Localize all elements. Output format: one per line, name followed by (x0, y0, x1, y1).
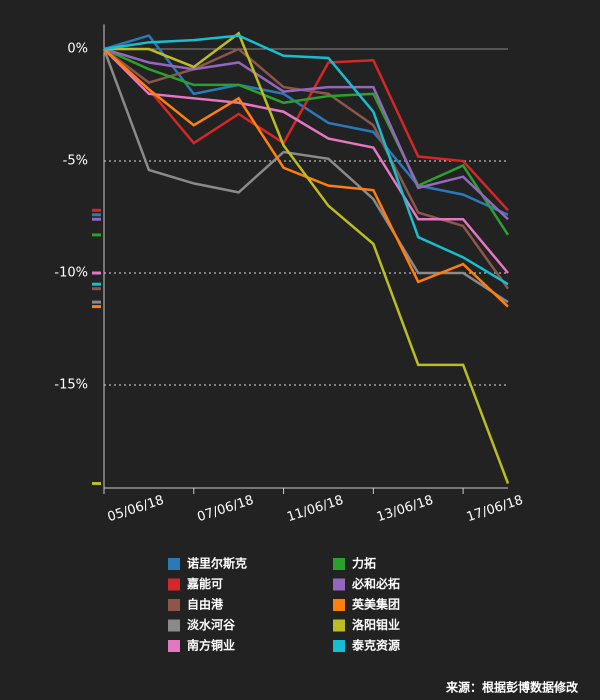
legend-swatch (333, 578, 345, 591)
legend-label: 泰克资源 (351, 638, 400, 653)
legend-label: 南方铜业 (187, 638, 235, 653)
legend-swatch (333, 640, 345, 652)
legend-label: 自由港 (187, 597, 224, 612)
legend-swatch (333, 558, 345, 570)
y-tick-label: -10% (54, 265, 88, 280)
legend-label: 必和必拓 (351, 576, 400, 591)
legend-swatch (168, 599, 180, 611)
y-tick-label: -5% (63, 154, 88, 169)
y-tick-label: -15% (54, 377, 88, 392)
x-tick-label: 13/06/18 (375, 493, 435, 525)
series-line (103, 34, 509, 286)
legend-swatch (333, 599, 345, 611)
x-tick-label: 11/06/18 (285, 493, 345, 525)
legend-label: 诺里尔斯克 (187, 556, 247, 571)
legend-swatch (168, 619, 180, 632)
series-line (103, 48, 509, 212)
legend-label: 英美集团 (352, 597, 400, 612)
series-line (104, 31, 510, 484)
legend-label: 淡水河谷 (187, 617, 236, 632)
source-note: 来源：根据彭博数据修改 (445, 680, 579, 695)
legend-swatch (168, 640, 180, 652)
legend-label: 洛阳钼业 (352, 617, 400, 632)
series-line (103, 47, 509, 221)
legend-label: 嘉能可 (186, 576, 223, 591)
legend-swatch (168, 578, 180, 591)
x-tick-label: 07/06/18 (195, 493, 255, 525)
series-line (103, 48, 509, 308)
y-tick-label: 0% (67, 42, 88, 57)
series-line (103, 47, 510, 290)
series-line (103, 48, 509, 274)
x-tick-label: 17/06/18 (465, 493, 525, 525)
legend-label: 力拓 (352, 556, 376, 571)
series-line (103, 47, 510, 236)
x-tick-label: 05/06/18 (106, 493, 166, 525)
legend-swatch (333, 619, 345, 632)
legend-swatch (168, 558, 180, 570)
